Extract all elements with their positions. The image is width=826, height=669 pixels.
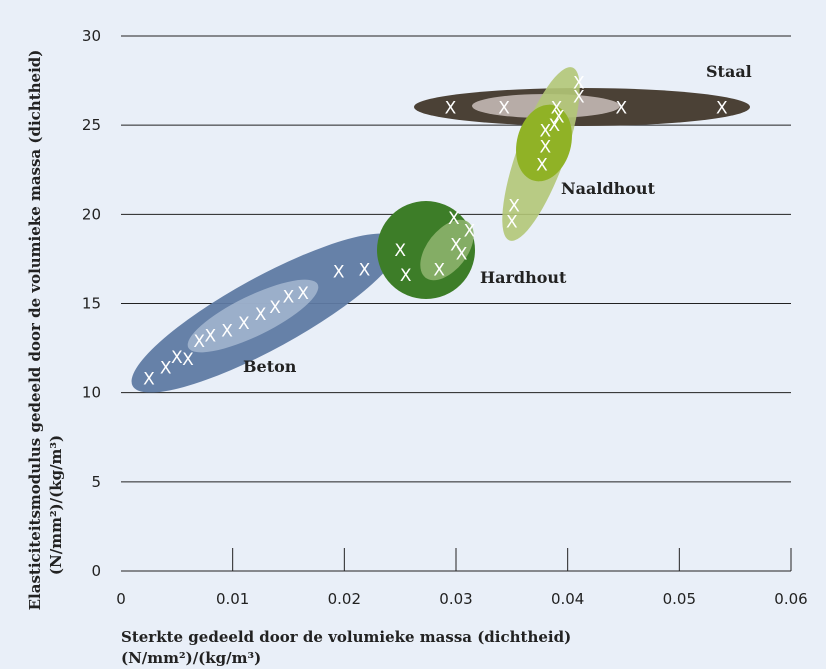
data-point-staal: X: [445, 98, 457, 118]
y-tick-label: 15: [82, 295, 101, 313]
x-tick-label: 0.04: [551, 590, 584, 608]
data-point-beton: X: [238, 314, 250, 334]
series-label-naaldhout: Naaldhout: [561, 179, 656, 198]
data-point-staal: X: [498, 98, 510, 118]
data-point-beton: X: [394, 241, 406, 261]
x-tick-label: 0: [116, 590, 126, 608]
data-regions: [131, 67, 750, 393]
data-point-beton: X: [171, 348, 183, 368]
series-label-hardhout: Hardhout: [480, 268, 567, 287]
data-point-hardhout: X: [456, 245, 468, 265]
data-point-beton: X: [333, 262, 345, 282]
data-point-naaldhout: X: [553, 107, 565, 127]
series-label-staal: Staal: [706, 62, 752, 81]
series-labels: Staal Naaldhout Hardhout Beton: [243, 62, 752, 376]
x-tick-label: 0.05: [663, 590, 696, 608]
data-point-hardhout: X: [464, 221, 476, 241]
y-axis-title-line1: Elasticiteitsmodulus gedeeld door de vol…: [26, 50, 44, 611]
x-tick-label: 0.03: [439, 590, 472, 608]
y-tick-label: 20: [82, 205, 101, 223]
data-point-beton: X: [283, 287, 295, 307]
y-axis-title: Elasticiteitsmodulus gedeeld door de vol…: [26, 50, 65, 611]
data-point-naaldhout: X: [508, 196, 520, 216]
y-tick-label: 25: [82, 116, 101, 134]
data-point-beton: X: [160, 359, 172, 379]
data-point-staal: X: [551, 98, 563, 118]
data-point-hardhout: X: [448, 209, 460, 229]
x-tick-label: 0.02: [328, 590, 361, 608]
data-point-beton: X: [297, 284, 309, 304]
data-point-beton: X: [221, 321, 233, 341]
data-point-naaldhout: X: [506, 212, 518, 232]
y-axis-title-line2: (N/mm²)/(kg/m³): [47, 435, 65, 575]
data-point-beton: X: [205, 327, 217, 347]
data-point-naaldhout: X: [548, 116, 560, 136]
data-point-beton: X: [143, 369, 155, 389]
data-point-beton: X: [182, 350, 194, 370]
y-tick-label: 30: [82, 27, 101, 45]
x-tick-label: 0.06: [774, 590, 807, 608]
x-axis-title-line2: (N/mm²)/(kg/m³): [121, 649, 261, 667]
data-point-naaldhout: X: [573, 88, 585, 108]
beton-inner-region: [187, 279, 319, 353]
data-point-beton: X: [193, 332, 205, 352]
data-point-staal: X: [716, 98, 728, 118]
y-tick-label: 10: [82, 384, 101, 402]
data-point-beton: X: [255, 305, 267, 325]
y-tick-label: 5: [91, 473, 101, 491]
y-tick-label: 0: [91, 562, 101, 580]
x-axis-title-line1: Sterkte gedeeld door de volumieke massa …: [121, 628, 571, 646]
data-point-staal: X: [615, 98, 627, 118]
data-point-hardhout: X: [450, 236, 462, 256]
data-point-hardhout: X: [433, 261, 445, 281]
data-point-naaldhout: X: [573, 73, 585, 93]
hardhout-inner-region: [420, 219, 474, 281]
x-tick-label: 0.01: [216, 590, 249, 608]
naaldhout-inner-region: [516, 104, 572, 182]
data-point-naaldhout: X: [540, 138, 552, 158]
axis-ticks: 0 5 10 15 20 25 30 0 0.01 0.02 0.03 0.04 0.05 0.06: [82, 27, 808, 608]
data-point-naaldhout: X: [536, 155, 548, 175]
data-point-beton: X: [269, 298, 281, 318]
data-point-beton: X: [400, 266, 412, 286]
series-label-beton: Beton: [243, 357, 297, 376]
data-point-naaldhout: X: [540, 122, 552, 142]
data-point-beton: X: [359, 261, 371, 281]
